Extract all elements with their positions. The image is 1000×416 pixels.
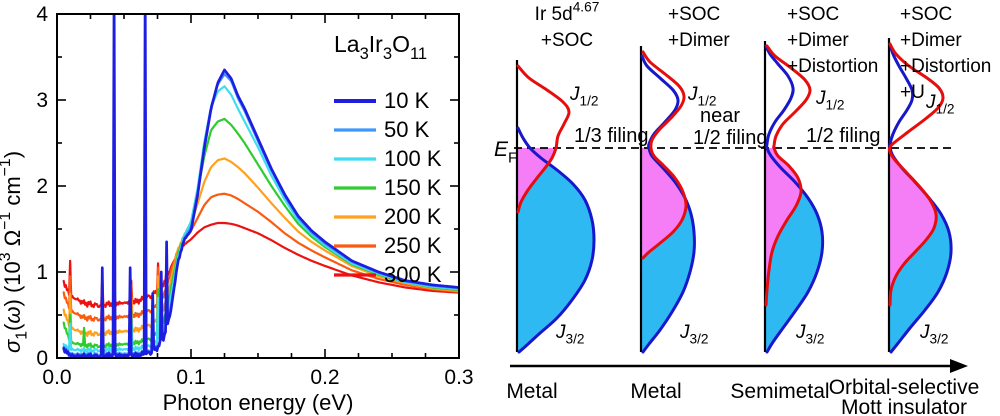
evolution-arrow-head [950,359,968,373]
legend-label: 200 K [384,204,442,229]
panel-header-line: +Dimer [787,30,849,51]
j12-label: J1/2 [569,84,599,109]
optical-conductivity-chart: 0.0 0.1 0.2 0.3 0 1 2 3 4 Photon energy (eV) σ1(ω)… [0,3,474,415]
filling-label: 1/2 filing [693,127,768,149]
legend-item: 200 K [334,204,442,229]
j32-curve [764,44,825,354]
legend-item: 50 K [334,117,430,142]
panel-header-line: +Dimer [668,30,730,51]
legend-label: 10 K [384,88,430,113]
legend-label: 300 K [384,262,442,287]
legend-label: 50 K [384,117,430,142]
legend-label: 150 K [384,175,442,200]
panel-header-line: +Dimer [900,30,962,51]
fermi-level-label: EF [494,138,517,166]
filling-label: 1/3 filing [574,125,649,147]
dos-panel-curves-4: +SOC +Dimer +Distortion +U J1/2 J3/2 Orbital-s… [829,4,992,416]
j32-label: J3/2 [795,322,825,347]
j12-label: J1/2 [687,84,717,109]
y-tick-label: 1 [36,261,48,284]
j32-label: J3/2 [919,322,949,347]
panel-header-line: Ir 5d4.67 [535,0,600,25]
j12-curve [516,64,571,214]
legend-label: 100 K [384,146,442,171]
x-tick-label: 0.3 [444,366,473,389]
j32-curve [516,126,596,354]
panel-header-line: +SOC [900,4,952,25]
j12-label: J1/2 [925,92,955,117]
y-tick-label: 4 [36,3,48,26]
dos-panel-2 [641,148,695,352]
y-axis-title: σ1(ω) (103 Ω−1 cm−1) [0,151,31,353]
j32-label: J3/2 [679,322,709,347]
y-tick-label: 2 [36,175,48,198]
legend: La3Ir3O11 10 K 50 K 100 K 150 K 200 K 250 K 300… [334,31,442,287]
j12-curve [887,42,945,307]
dos-panel-curves-1: Ir 5d4.67 +SOC 1/3 filing J1/2 J3/2 Metal [506,0,648,403]
legend-item: 300 K [334,262,442,287]
j12-occupied-fill [641,148,687,258]
x-axis-title: Photon energy (eV) [163,390,354,415]
phase-label: Mott insulator [841,396,967,416]
filling-label: near [700,105,740,127]
x-tick-label: 0.0 [42,366,71,389]
x-tick-label: 0.1 [176,366,205,389]
j12-curve [641,50,688,260]
phase-label: Semimetal [730,380,829,403]
legend-item: 10 K [334,88,430,113]
panel-header-line: +Distortion [900,56,991,77]
j32-occupied-fill [517,148,594,352]
phase-label: Metal [506,380,557,403]
panel-header-line: +SOC [541,30,593,51]
phase-label: Orbital-selective [829,376,980,399]
panel-header-line: +SOC [668,4,720,25]
panel-header-line: +SOC [787,4,839,25]
panel-header-line: +Distortion [787,56,878,77]
plot-frame [56,13,460,359]
x-tick-label: 0.2 [310,366,339,389]
j12-label: J1/2 [815,88,845,113]
j32-curve [640,54,696,354]
legend-item: 150 K [334,175,442,200]
dos-panel-curves-3: +SOC +Dimer +Distortion 1/2 filing J1/2 J3/2 S… [730,4,880,403]
legend-title: La3Ir3O11 [334,31,427,63]
y-tick-label: 0 [36,347,48,370]
j12-curve [764,44,812,307]
series-group [62,15,458,357]
legend-label: 250 K [384,233,442,258]
phase-label: Metal [630,380,681,403]
j32-label: J3/2 [555,322,585,347]
filling-label: 1/2 filing [806,125,881,147]
y-tick-label: 3 [36,89,48,112]
legend-item: 100 K [334,146,442,171]
panel-header-line: +U [900,82,925,103]
legend-item: 250 K [334,233,442,258]
series-line-10K [62,15,458,357]
